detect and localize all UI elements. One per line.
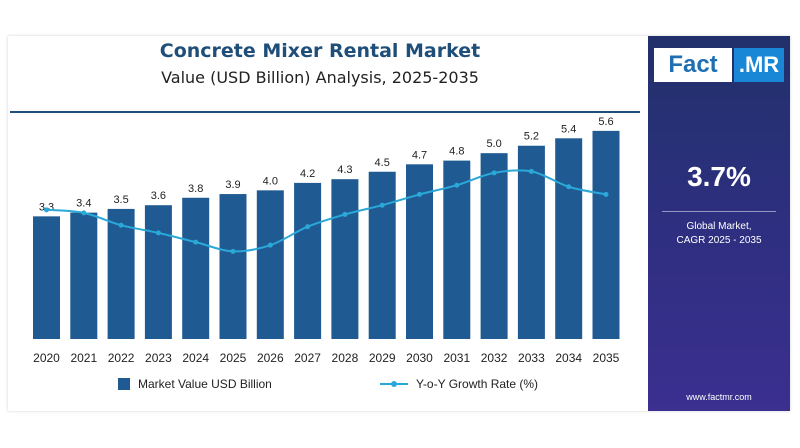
growth-point-2029 (379, 202, 385, 208)
bar-label-2029: 4.5 (375, 157, 390, 169)
x-tick-2023: 2023 (145, 351, 172, 365)
bar-2033 (517, 145, 545, 339)
bar-2021 (70, 212, 98, 339)
growth-point-2031 (454, 182, 460, 188)
growth-line (46, 169, 607, 253)
x-tick-2031: 2031 (443, 351, 470, 365)
x-tick-2022: 2022 (108, 351, 135, 365)
growth-point-2026 (267, 242, 273, 248)
bars-group (33, 130, 620, 339)
x-tick-2021: 2021 (70, 351, 97, 365)
bar-label-2023: 3.6 (151, 190, 166, 202)
growth-point-2033 (528, 168, 534, 174)
growth-point-2027 (305, 224, 311, 230)
bar-2029 (368, 171, 396, 339)
bar-label-2032: 5.0 (486, 138, 501, 150)
bar-2023 (144, 205, 172, 339)
bar-label-2026: 4.0 (263, 175, 278, 187)
bar-2030 (406, 164, 433, 339)
bar-label-2033: 5.2 (524, 131, 539, 143)
bar-label-2028: 4.3 (337, 164, 352, 176)
bar-label-2031: 4.8 (449, 146, 464, 158)
bar-label-2021: 3.4 (76, 198, 91, 210)
x-tick-2026: 2026 (257, 351, 284, 365)
x-tick-2030: 2030 (406, 351, 433, 365)
growth-point-2021 (81, 210, 87, 216)
bar-2026 (256, 190, 284, 339)
x-tick-2035: 2035 (593, 351, 620, 365)
cagr-label: Global Market, CAGR 2025 - 2035 (648, 220, 790, 248)
x-tick-2027: 2027 (294, 351, 321, 365)
x-tick-2025: 2025 (220, 351, 247, 365)
website-text: www.factmr.com (686, 392, 752, 402)
x-tick-2034: 2034 (555, 351, 582, 365)
growth-point-2028 (342, 211, 348, 217)
bar-2027 (294, 182, 322, 339)
cagr-divider (662, 211, 776, 212)
legend-bar-label: Market Value USD Billion (138, 377, 272, 391)
x-tick-2028: 2028 (332, 351, 359, 365)
legend-bar-swatch (118, 378, 130, 390)
bar-label-2030: 4.7 (412, 149, 427, 161)
bar-2025 (219, 194, 247, 339)
bar-2024 (182, 197, 210, 339)
growth-point-2032 (491, 170, 497, 176)
growth-point-2020 (44, 207, 49, 213)
legend-line-marker (391, 381, 397, 387)
x-tick-2033: 2033 (518, 351, 545, 365)
x-tick-2032: 2032 (481, 351, 508, 365)
growth-point-2025 (230, 248, 236, 254)
logo-mr: .MR (734, 48, 784, 82)
growth-point-2024 (193, 239, 199, 245)
cagr-value: 3.7% (687, 161, 751, 192)
chart-subtitle: Value (USD Billion) Analysis, 2025-2035 (161, 68, 479, 87)
bar-2032 (480, 153, 508, 339)
cagr-label-line1: Global Market, (686, 221, 752, 232)
x-tick-2020: 2020 (33, 351, 60, 365)
bar-label-2025: 3.9 (225, 179, 240, 191)
x-tick-2029: 2029 (369, 351, 396, 365)
chart-svg: 3.33.43.53.63.83.94.04.24.34.54.74.85.05… (10, 111, 640, 391)
bar-label-2034: 5.4 (561, 123, 576, 135)
factmr-logo: Fact .MR (654, 48, 784, 82)
growth-point-2034 (566, 184, 572, 190)
legend: Market Value USD Billion Y-o-Y Growth Ra… (118, 377, 538, 391)
chart-title: Concrete Mixer Rental Market (159, 40, 481, 62)
bar-label-2035: 5.6 (598, 116, 613, 128)
bar-2028 (331, 179, 359, 339)
bar-label-2024: 3.8 (188, 183, 203, 195)
bar-2034 (555, 138, 583, 339)
bar-label-2022: 3.5 (113, 194, 128, 206)
x-axis-ticks: 2020 2021 2022 2023 2024 2025 2026 2027 2028 2029… (33, 351, 620, 365)
bar-2035 (592, 130, 620, 339)
growth-line-group (44, 168, 609, 254)
growth-point-2023 (155, 230, 161, 236)
cagr-label-line2: CAGR 2025 - 2035 (676, 235, 762, 246)
side-panel: Fact .MR 3.7% Global Market, CAGR 2025 -… (648, 36, 790, 411)
x-tick-2024: 2024 (182, 351, 209, 365)
growth-point-2035 (603, 191, 609, 197)
bar-2022 (107, 208, 135, 339)
growth-point-2022 (118, 222, 124, 228)
growth-point-2030 (417, 191, 422, 197)
bar-2031 (443, 160, 471, 339)
bar-2020 (33, 216, 60, 339)
logo-fact: Fact (654, 48, 732, 82)
bar-label-2027: 4.2 (300, 168, 315, 180)
legend-line-label: Y-o-Y Growth Rate (%) (416, 377, 538, 391)
